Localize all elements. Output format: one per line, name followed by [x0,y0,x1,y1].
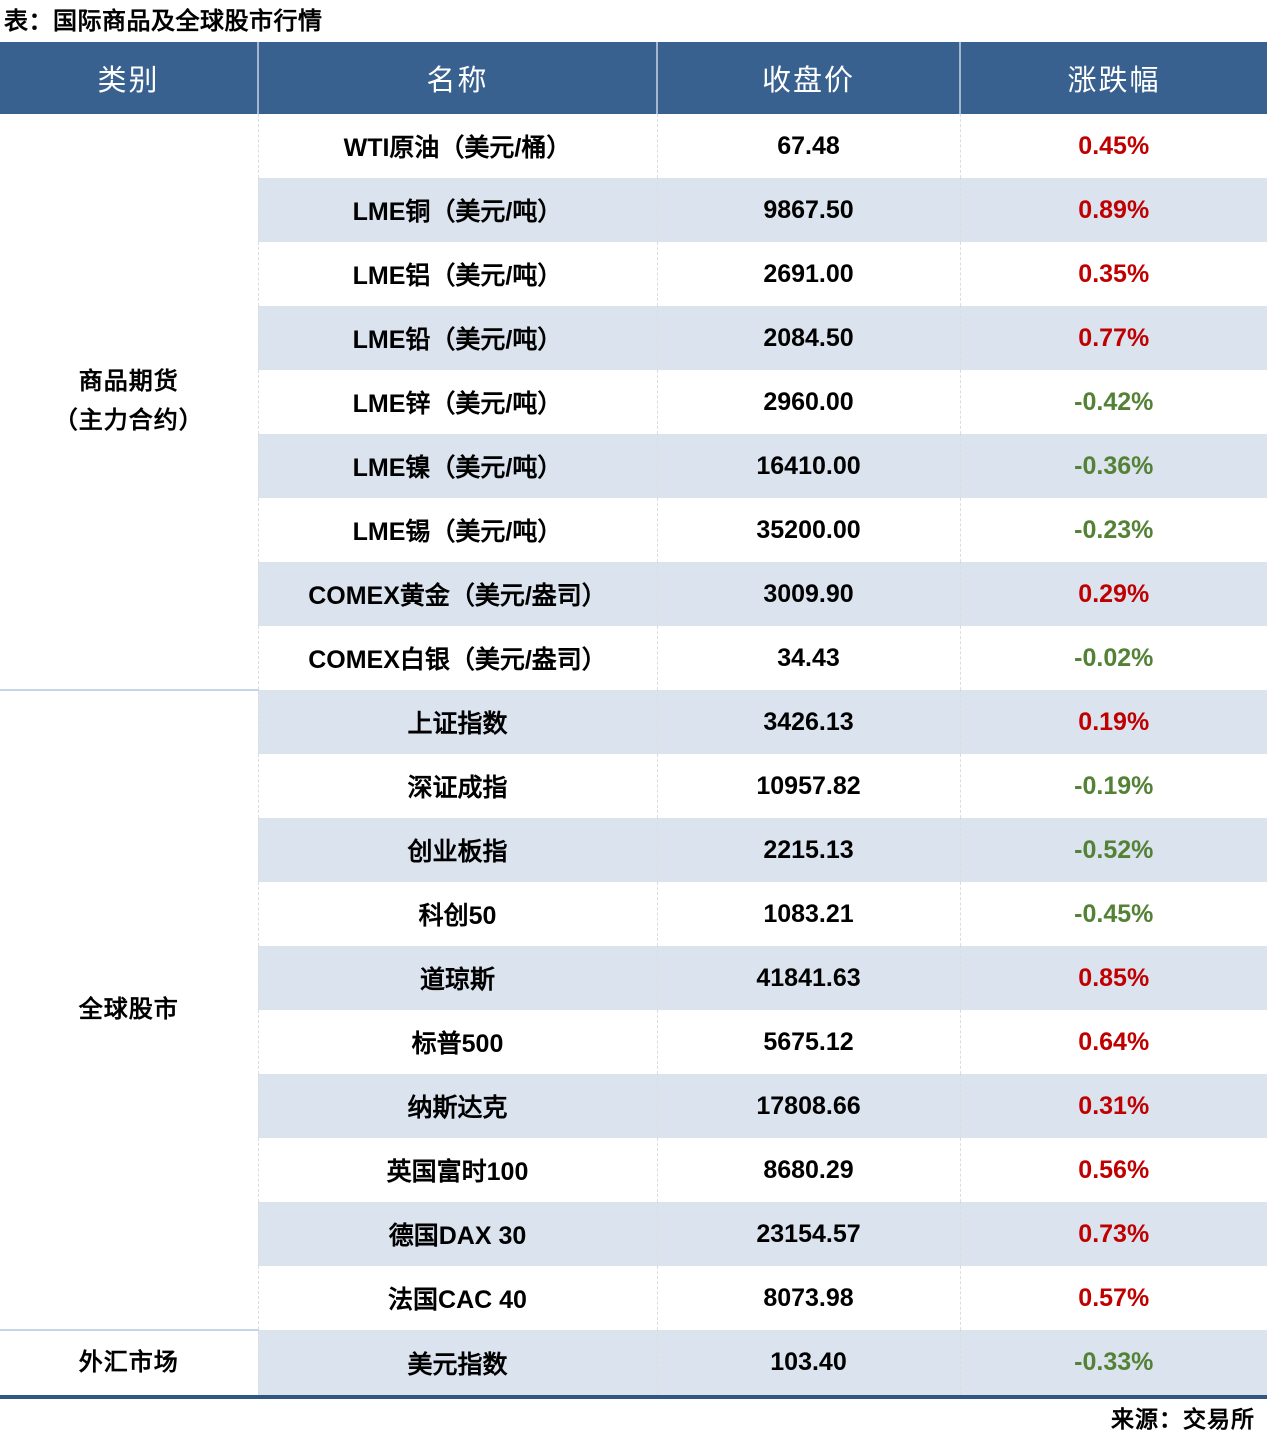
change-percent-cell: -0.19% [959,754,1267,818]
change-percent-cell: 0.45% [959,114,1267,178]
name-cell: LME锌（美元/吨） [257,370,657,434]
close-price-cell: 1083.21 [656,882,960,946]
name-cell: LME铅（美元/吨） [257,306,657,370]
close-price-cell: 103.40 [656,1330,960,1397]
close-price-cell: 2691.00 [656,242,960,306]
name-cell: LME铜（美元/吨） [257,178,657,242]
table-row: LME锌（美元/吨） 2960.00 -0.42% [0,370,1267,434]
change-percent-cell: 0.85% [959,946,1267,1010]
close-price-cell: 3009.90 [656,562,960,626]
category-cell: 商品期货 （主力合约） [0,114,258,690]
table-row: LME铅（美元/吨） 2084.50 0.77% [0,306,1267,370]
table-row: 德国DAX 30 23154.57 0.73% [0,1202,1267,1266]
name-cell: LME铝（美元/吨） [257,242,657,306]
change-percent-cell: -0.23% [959,498,1267,562]
change-percent-cell: 0.77% [959,306,1267,370]
category-cell: 全球股市 [0,689,258,1330]
close-price-cell: 35200.00 [656,498,960,562]
header-row: 类别 名称 收盘价 涨跌幅 [0,42,1267,114]
close-price-cell: 23154.57 [656,1202,960,1266]
close-price-cell: 2084.50 [656,306,960,370]
close-price-cell: 41841.63 [656,946,960,1010]
name-cell: 法国CAC 40 [257,1266,657,1330]
table-row: 纳斯达克 17808.66 0.31% [0,1074,1267,1138]
name-cell: 纳斯达克 [257,1074,657,1138]
table-row: 全球股市 上证指数 3426.13 0.19% [0,689,1267,1330]
change-percent-cell: -0.42% [959,370,1267,434]
close-price-cell: 8073.98 [656,1266,960,1330]
change-percent-cell: 0.35% [959,242,1267,306]
table-row: 道琼斯 41841.63 0.85% [0,946,1267,1010]
change-percent-cell: -0.33% [959,1330,1267,1397]
close-price-cell: 16410.00 [656,434,960,498]
change-percent-cell: -0.52% [959,818,1267,882]
page-title: 表：国际商品及全球股市行情 [4,8,323,35]
name-cell: COMEX黄金（美元/盎司） [257,562,657,626]
name-cell: WTI原油（美元/桶） [257,114,657,178]
quote-table: 类别 名称 收盘价 涨跌幅 商品期货 （主力合约） WTI原油（美元/桶） 67.48… [0,42,1267,1399]
name-cell: LME锡（美元/吨） [257,498,657,562]
change-percent-cell: 0.73% [959,1202,1267,1266]
name-cell: 德国DAX 30 [257,1202,657,1266]
name-cell: 创业板指 [257,818,657,882]
change-percent-cell: 0.19% [959,690,1267,754]
name-cell: 科创50 [257,882,657,946]
close-price-cell: 2960.00 [656,370,960,434]
table-row: 英国富时100 8680.29 0.56% [0,1138,1267,1202]
close-price-cell: 8680.29 [656,1138,960,1202]
name-cell: 美元指数 [257,1330,657,1397]
close-price-cell: 17808.66 [656,1074,960,1138]
name-cell: 深证成指 [257,754,657,818]
col-header-change: 涨跌幅 [959,42,1267,114]
name-cell: 上证指数 [257,690,657,754]
category-cell: 外汇市场 [0,1329,258,1397]
close-price-cell: 3426.13 [656,690,960,754]
change-percent-cell: 0.31% [959,1074,1267,1138]
change-percent-cell: -0.45% [959,882,1267,946]
source-note: 来源：交易所 [1111,1406,1255,1432]
category-label-line: （主力合约） [53,406,204,434]
table-row: 标普500 5675.12 0.64% [0,1010,1267,1074]
table-row: LME铜（美元/吨） 9867.50 0.89% [0,178,1267,242]
name-cell: 标普500 [257,1010,657,1074]
table-header: 类别 名称 收盘价 涨跌幅 [0,42,1267,114]
close-price-cell: 2215.13 [656,818,960,882]
close-price-cell: 10957.82 [656,754,960,818]
close-price-cell: 5675.12 [656,1010,960,1074]
table-row: COMEX黄金（美元/盎司） 3009.90 0.29% [0,562,1267,626]
category-label-line: 商品期货 [78,368,179,396]
table-row: LME铝（美元/吨） 2691.00 0.35% [0,242,1267,306]
change-percent-cell: 0.57% [959,1266,1267,1330]
change-percent-cell: 0.89% [959,178,1267,242]
change-percent-cell: -0.36% [959,434,1267,498]
change-percent-cell: 0.64% [959,1010,1267,1074]
table-body: 商品期货 （主力合约） WTI原油（美元/桶） 67.48 0.45% LME铜（美元/吨… [0,114,1267,1397]
name-cell: COMEX白银（美元/盎司） [257,626,657,690]
table-row: 科创50 1083.21 -0.45% [0,882,1267,946]
col-header-name: 名称 [257,42,657,114]
table-row: LME镍（美元/吨） 16410.00 -0.36% [0,434,1267,498]
table-row: 商品期货 （主力合约） WTI原油（美元/桶） 67.48 0.45% [0,114,1267,690]
table-row: 深证成指 10957.82 -0.19% [0,754,1267,818]
name-cell: 英国富时100 [257,1138,657,1202]
change-percent-cell: -0.02% [959,626,1267,690]
table-row: 外汇市场 美元指数 103.40 -0.33% [0,1329,1267,1397]
col-header-close: 收盘价 [656,42,960,114]
change-percent-cell: 0.56% [959,1138,1267,1202]
close-price-cell: 34.43 [656,626,960,690]
close-price-cell: 9867.50 [656,178,960,242]
close-price-cell: 67.48 [656,114,960,178]
name-cell: 道琼斯 [257,946,657,1010]
table-row: LME锡（美元/吨） 35200.00 -0.23% [0,498,1267,562]
table-row: 创业板指 2215.13 -0.52% [0,818,1267,882]
name-cell: LME镍（美元/吨） [257,434,657,498]
category-label-line: 外汇市场 [78,1348,179,1376]
table-row: COMEX白银（美元/盎司） 34.43 -0.02% [0,626,1267,690]
category-label-line: 全球股市 [78,995,179,1023]
col-header-category: 类别 [0,42,258,114]
change-percent-cell: 0.29% [959,562,1267,626]
table-row: 法国CAC 40 8073.98 0.57% [0,1266,1267,1330]
